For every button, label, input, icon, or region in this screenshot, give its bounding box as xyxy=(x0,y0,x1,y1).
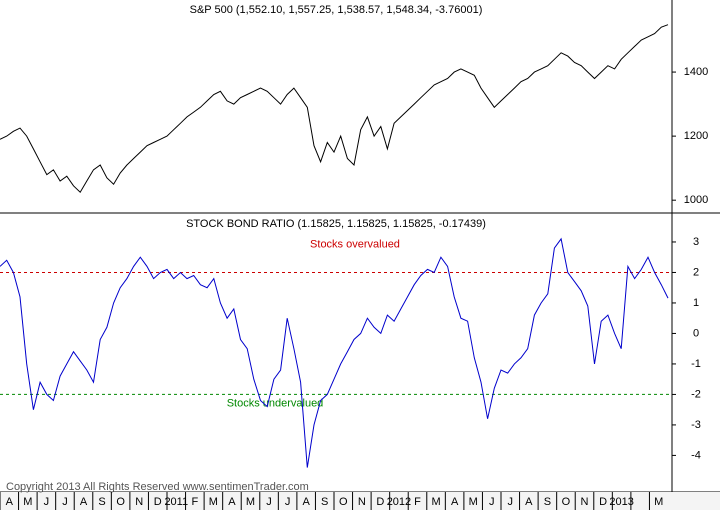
data-line xyxy=(0,237,669,468)
x-tick-label: A xyxy=(525,496,533,508)
x-tick-label: J xyxy=(62,496,68,508)
x-tick-label: S xyxy=(98,496,105,508)
x-tick-label: O xyxy=(116,496,125,508)
y-tick-label: 0 xyxy=(693,327,699,339)
x-tick-label: S xyxy=(321,496,328,508)
x-tick-label: J xyxy=(285,496,291,508)
x-tick-label: M xyxy=(209,496,218,508)
x-tick-label: M xyxy=(654,496,663,508)
x-tick-label: A xyxy=(451,496,459,508)
x-axis-band xyxy=(0,492,720,510)
chart-title: S&P 500 (1,552.10, 1,557.25, 1,538.57, 1… xyxy=(190,4,483,16)
x-tick-label: N xyxy=(358,496,366,508)
y-tick-label: 1 xyxy=(693,297,699,309)
y-tick-label: 2 xyxy=(693,266,699,278)
y-tick-label: -1 xyxy=(691,358,701,370)
x-tick-label: F xyxy=(414,496,421,508)
chart-title: STOCK BOND RATIO (1.15825, 1.15825, 1.15… xyxy=(186,218,486,230)
annotation: Stocks overvalued xyxy=(310,238,400,250)
x-tick-label: F xyxy=(191,496,198,508)
y-tick-label: 1000 xyxy=(684,194,708,206)
x-tick-label: M xyxy=(431,496,440,508)
footer: Copyright 2013 All Rights Reserved www.s… xyxy=(6,481,309,493)
x-tick-label: D xyxy=(599,496,607,508)
x-tick-label: J xyxy=(44,496,50,508)
x-tick-label: O xyxy=(339,496,348,508)
annotation: Stocks undervalued xyxy=(227,397,324,409)
x-tick-label: 2013 xyxy=(609,496,633,508)
x-tick-label: D xyxy=(154,496,162,508)
x-tick-label: A xyxy=(228,496,236,508)
x-tick-label: 2011 xyxy=(164,496,188,508)
x-tick-label: J xyxy=(266,496,272,508)
y-tick-label: -4 xyxy=(691,449,701,461)
x-tick-label: A xyxy=(6,496,14,508)
x-tick-label: N xyxy=(581,496,589,508)
y-tick-label: 1200 xyxy=(684,130,708,142)
x-tick-label: A xyxy=(302,496,310,508)
x-tick-label: M xyxy=(23,496,32,508)
x-tick-label: J xyxy=(489,496,495,508)
x-tick-label: S xyxy=(544,496,551,508)
x-tick-label: N xyxy=(135,496,143,508)
y-tick-label: -2 xyxy=(691,388,701,400)
x-tick-label: D xyxy=(376,496,384,508)
x-tick-label: J xyxy=(508,496,514,508)
y-tick-label: 3 xyxy=(693,236,699,248)
data-line xyxy=(0,24,669,193)
x-tick-label: O xyxy=(562,496,571,508)
x-tick-label: A xyxy=(80,496,88,508)
y-tick-label: 1400 xyxy=(684,66,708,78)
x-tick-label: M xyxy=(469,496,478,508)
x-tick-label: M xyxy=(246,496,255,508)
y-tick-label: -3 xyxy=(691,419,701,431)
x-tick-label: 2012 xyxy=(387,496,411,508)
